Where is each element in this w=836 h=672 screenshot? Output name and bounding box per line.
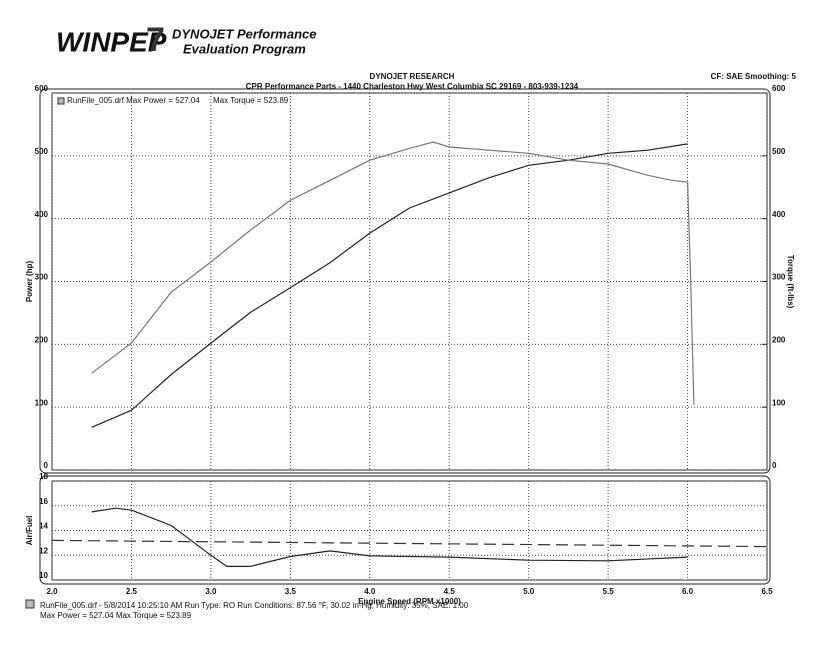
x-axis-label: Engine Speed (RPM x1000) bbox=[358, 597, 461, 606]
legend-entry: Max Torque = 523.89 bbox=[213, 96, 289, 105]
y-tick-label: 200 bbox=[35, 335, 49, 344]
x-tick-label: 2.5 bbox=[126, 587, 138, 596]
company: DYNOJET RESEARCH bbox=[370, 72, 455, 81]
x-tick-label: 3.5 bbox=[285, 587, 297, 596]
panel-frame bbox=[39, 475, 771, 585]
logo-mark: 7 bbox=[146, 21, 165, 59]
brand-line: DYNOJET Performance bbox=[172, 26, 317, 41]
series-line bbox=[91, 143, 688, 428]
y-tick-label: 16 bbox=[39, 497, 48, 506]
y-tick-label: 600 bbox=[35, 84, 49, 93]
y2-axis-label: Torque (ft-lbs) bbox=[786, 255, 795, 309]
footer-line: RunFile_005.drf - 5/8/2014 10:25:10 AM R… bbox=[40, 601, 469, 610]
series-line bbox=[91, 141, 695, 405]
y-tick-label: 300 bbox=[35, 273, 49, 282]
y-tick-label: 0 bbox=[44, 461, 49, 470]
y-axis-label: Air/Fuel bbox=[25, 516, 34, 546]
y-tick-label: 14 bbox=[39, 522, 48, 531]
y-axis-label: Power (hp) bbox=[25, 261, 34, 303]
x-tick-label: 4.5 bbox=[444, 587, 456, 596]
y2-tick-label: 200 bbox=[772, 335, 786, 344]
x-tick-label: 4.0 bbox=[364, 587, 376, 596]
x-tick-label: 2.0 bbox=[46, 587, 58, 596]
y2-tick-label: 300 bbox=[772, 273, 786, 282]
y2-tick-label: 600 bbox=[772, 84, 786, 93]
legend-entry: RunFile_005.drf Max Power = 527.04 bbox=[67, 96, 200, 105]
shop: CPR Performance Parts - 1440 Charleston … bbox=[246, 82, 579, 91]
y-tick-label: 100 bbox=[35, 398, 49, 407]
panel-frame bbox=[39, 88, 771, 474]
footer-line: Max Power = 527.04 Max Torque = 523.89 bbox=[40, 611, 192, 620]
y2-tick-label: 400 bbox=[772, 210, 786, 219]
x-tick-label: 6.0 bbox=[682, 587, 694, 596]
y2-tick-label: 100 bbox=[772, 398, 786, 407]
file-icon bbox=[25, 599, 35, 609]
y2-tick-label: 0 bbox=[772, 461, 777, 470]
settings: CF: SAE Smoothing: 5 bbox=[711, 72, 797, 81]
y-tick-label: 18 bbox=[39, 472, 48, 481]
x-tick-label: 3.0 bbox=[205, 587, 217, 596]
x-tick-label: 6.5 bbox=[761, 587, 773, 596]
logo: WINPEP bbox=[56, 26, 167, 57]
y-tick-label: 10 bbox=[39, 571, 48, 580]
x-tick-label: 5.0 bbox=[523, 587, 535, 596]
series-line bbox=[51, 539, 768, 548]
x-tick-label: 5.5 bbox=[603, 587, 615, 596]
y-tick-label: 500 bbox=[35, 147, 49, 156]
y-tick-label: 400 bbox=[35, 210, 49, 219]
legend-swatch bbox=[57, 97, 65, 105]
brand-line: Evaluation Program bbox=[183, 41, 306, 56]
y-tick-label: 12 bbox=[39, 546, 48, 555]
series-line bbox=[91, 507, 688, 567]
y2-tick-label: 500 bbox=[772, 147, 786, 156]
